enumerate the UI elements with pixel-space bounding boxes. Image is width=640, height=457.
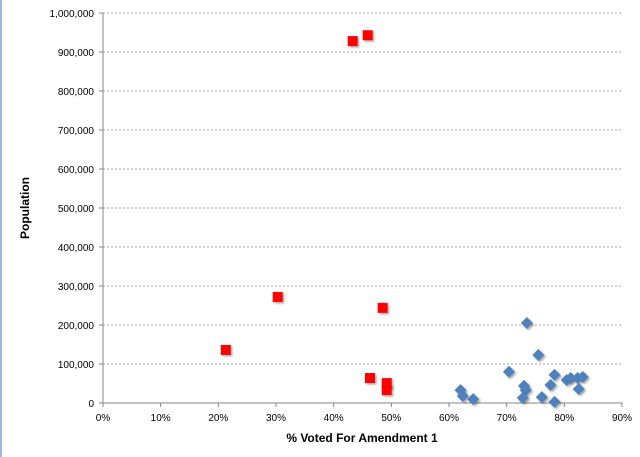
y-tick-label: 0	[88, 399, 94, 410]
x-tick-label: 80%	[554, 413, 574, 424]
y-tick-label: 600,000	[58, 165, 95, 176]
data-point-blue-diamond	[564, 372, 577, 385]
x-tick-label: 30%	[266, 413, 286, 424]
data-point-red-square	[381, 385, 392, 396]
data-point-red-square	[364, 373, 375, 384]
window-edge	[0, 0, 2, 457]
y-tick-label: 400,000	[58, 243, 95, 254]
data-point-red-square	[220, 344, 231, 355]
x-tick-label: 60%	[439, 413, 459, 424]
data-point-red-square	[377, 302, 388, 313]
y-tick-label: 100,000	[58, 360, 95, 371]
data-point-blue-diamond	[576, 370, 589, 383]
data-point-red-square	[362, 30, 373, 41]
data-point-blue-diamond	[502, 365, 515, 378]
data-point-blue-diamond	[548, 368, 561, 381]
y-tick-label: 700,000	[58, 126, 95, 137]
axes	[99, 12, 623, 407]
data-point-blue-diamond	[456, 389, 469, 402]
x-tick-label: 40%	[324, 413, 344, 424]
x-tick-label: 90%	[612, 413, 632, 424]
y-tick-label: 200,000	[58, 321, 95, 332]
data-point-blue-diamond	[467, 393, 480, 406]
data-point-blue-diamond	[544, 379, 557, 392]
data-points	[220, 30, 589, 408]
x-tick-label: 20%	[208, 413, 228, 424]
gridlines	[103, 12, 622, 365]
x-tick-label: 50%	[381, 413, 401, 424]
data-point-red-square	[347, 36, 358, 47]
x-tick-label: 70%	[497, 413, 517, 424]
data-point-blue-diamond	[548, 395, 561, 408]
x-tick-labels: 0% 10% 20% 30% 40% 50% 60% 70% 80% 90%	[96, 413, 632, 424]
x-axis-title: % Voted For Amendment 1	[286, 431, 438, 445]
data-point-blue-diamond	[535, 391, 548, 404]
data-point-blue-diamond	[572, 382, 585, 395]
y-tick-label: 1,000,000	[50, 9, 95, 20]
y-tick-label: 800,000	[58, 87, 95, 98]
data-point-red-square	[272, 291, 283, 302]
data-point-blue-diamond	[520, 317, 533, 330]
x-tick-label: 0%	[96, 413, 111, 424]
y-axis-title: Population	[18, 177, 32, 239]
y-tick-labels: 0 100,000 200,000 300,000 400,000 500,000 600,…	[50, 9, 95, 410]
data-point-blue-diamond	[532, 349, 545, 362]
y-tick-label: 500,000	[58, 204, 95, 215]
x-tick-label: 10%	[151, 413, 171, 424]
y-tick-label: 900,000	[58, 48, 95, 59]
y-tick-label: 300,000	[58, 282, 95, 293]
data-point-blue-diamond	[516, 391, 529, 404]
data-point-red-square	[381, 378, 392, 389]
